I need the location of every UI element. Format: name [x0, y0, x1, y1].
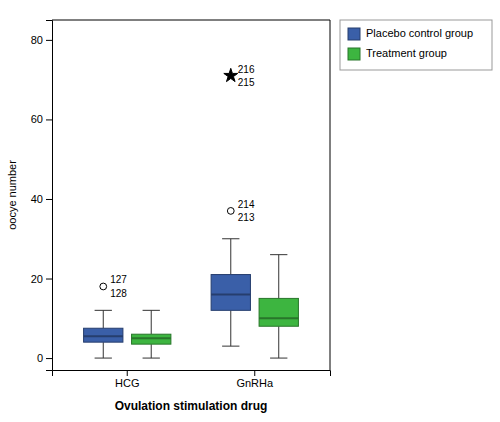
tick-label: 60	[31, 113, 43, 125]
median	[259, 317, 298, 319]
whisker	[151, 344, 152, 358]
box-group	[132, 310, 171, 358]
outlier-label: 214	[238, 199, 255, 210]
tick-mark	[46, 40, 52, 41]
frame-line	[52, 20, 330, 21]
whisker-cap	[222, 238, 239, 239]
tick: HCG	[115, 370, 139, 389]
plot: 0 20 40 60 80 HCG GnRHa Ovulation stimulation d…	[6, 20, 331, 413]
whisker-cap	[95, 310, 112, 311]
whisker	[103, 310, 104, 328]
tick-mark	[127, 370, 128, 376]
outlier-label: 127	[110, 274, 127, 285]
outlier-label: 213	[238, 212, 255, 223]
outlier-star	[224, 68, 238, 81]
whisker-cap	[222, 346, 239, 347]
tick: 0	[37, 352, 52, 364]
median	[132, 337, 171, 339]
tick-label: 20	[31, 273, 43, 285]
series	[84, 68, 251, 358]
legend-swatch	[348, 48, 360, 60]
median	[84, 335, 123, 337]
y-axis-title: oocye number	[6, 160, 18, 230]
tick: 20	[31, 273, 52, 285]
tick-mark	[254, 370, 255, 376]
tick-label: GnRHa	[236, 377, 274, 389]
whisker	[230, 310, 231, 346]
tick: 60	[31, 113, 52, 125]
legend-label: Treatment group	[366, 47, 447, 59]
legend: Placebo control group Treatment group	[340, 20, 492, 70]
tick: 80	[31, 34, 52, 46]
whisker-cap	[270, 254, 287, 255]
legend-frame	[340, 20, 492, 70]
tick: GnRHa	[236, 370, 274, 389]
outlier-label: 216	[238, 64, 255, 75]
legend-item: Treatment group	[348, 47, 447, 60]
x-axis: HCG GnRHa	[53, 370, 331, 389]
tick-mark	[46, 279, 52, 280]
box	[84, 328, 123, 342]
x-axis-title: Ovulation stimulation drug	[115, 399, 268, 413]
tick-label: 0	[37, 352, 43, 364]
outlier-label: 215	[238, 77, 255, 88]
whisker-cap	[270, 358, 287, 359]
tick-label: 80	[31, 34, 43, 46]
series	[132, 255, 299, 358]
tick: 40	[31, 193, 52, 205]
tick-mark	[46, 358, 52, 359]
outlier-label: 128	[110, 288, 127, 299]
legend-item: Placebo control group	[348, 27, 473, 40]
box	[132, 334, 171, 344]
tick-mark	[46, 119, 52, 120]
whisker	[278, 326, 279, 358]
tick-label: 40	[31, 193, 43, 205]
whisker	[278, 255, 279, 299]
y-axis: 0 20 40 60 80	[31, 21, 53, 371]
outlier-circle	[227, 208, 234, 215]
median	[211, 293, 250, 295]
tick-mark	[46, 199, 52, 200]
whisker	[230, 239, 231, 275]
marks	[84, 68, 299, 358]
box	[211, 275, 250, 311]
chart: 0 20 40 60 80 HCG GnRHa Ovulation stimulation d…	[0, 0, 500, 422]
axis-line	[46, 21, 53, 371]
outlier-circle	[100, 283, 107, 290]
box-group	[259, 255, 298, 358]
whisker-cap	[143, 358, 160, 359]
axis-line	[53, 371, 331, 377]
outlier-labels: 127 128 214 213 216 215	[110, 64, 255, 299]
legend-label: Placebo control group	[366, 27, 473, 39]
box	[259, 298, 298, 326]
legend-swatch	[348, 28, 360, 40]
whisker	[103, 342, 104, 358]
frame-line	[330, 20, 331, 370]
whisker-cap	[143, 310, 160, 311]
whisker	[151, 310, 152, 334]
whisker-cap	[95, 358, 112, 359]
tick-label: HCG	[115, 377, 139, 389]
